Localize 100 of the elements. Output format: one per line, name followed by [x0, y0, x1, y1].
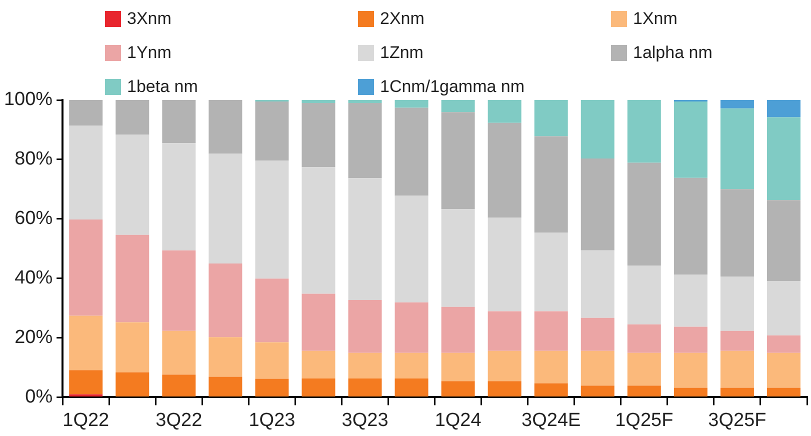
legend-label: 1alpha nm	[633, 43, 712, 63]
bar	[627, 162, 661, 266]
y-tick-label: 40%	[14, 268, 53, 289]
bar	[162, 330, 196, 375]
bar	[488, 311, 522, 351]
bar	[534, 311, 568, 351]
x-tick-label: 1Q25F	[615, 410, 674, 431]
bar	[348, 352, 382, 378]
bar	[255, 101, 289, 161]
bar	[441, 100, 475, 112]
bar	[674, 178, 708, 274]
bar	[720, 330, 754, 351]
bar	[534, 136, 568, 233]
bar	[441, 112, 475, 210]
bar	[441, 306, 475, 353]
bar	[348, 102, 382, 178]
bar	[394, 302, 428, 353]
bar	[69, 370, 103, 394]
bar	[116, 372, 150, 396]
bar	[720, 189, 754, 277]
bar	[674, 388, 708, 396]
bar	[348, 100, 382, 103]
bar	[69, 126, 103, 220]
bar	[580, 100, 614, 159]
bar	[627, 324, 661, 353]
x-tick-label: 3Q24E	[522, 410, 581, 431]
bar	[302, 378, 336, 396]
legend-label: 2Xnm	[380, 9, 424, 29]
bar	[766, 117, 800, 200]
bar	[766, 280, 800, 336]
bar	[441, 381, 475, 396]
bar	[674, 326, 708, 353]
bar	[627, 100, 661, 163]
x-tick-label: 1Q22	[62, 410, 110, 431]
y-tick-label: 0%	[25, 386, 53, 408]
bar	[208, 337, 242, 377]
bar	[348, 300, 382, 353]
bar	[534, 100, 568, 136]
bar	[302, 102, 336, 168]
bar	[348, 378, 382, 396]
bar	[255, 278, 289, 342]
x-tick-label: 3Q22	[156, 410, 202, 431]
bar	[302, 100, 336, 103]
bar	[441, 352, 475, 382]
bar	[208, 376, 242, 396]
y-tick-label: 20%	[14, 326, 53, 348]
bar	[674, 101, 708, 178]
bar	[488, 122, 522, 218]
bar	[348, 178, 382, 300]
x-tick-label: 1Q23	[248, 410, 296, 431]
legend-label: 1Znm	[380, 43, 424, 63]
bar	[488, 350, 522, 382]
bar	[720, 276, 754, 331]
bar	[720, 388, 754, 396]
x-tick-label: 3Q25F	[708, 410, 766, 431]
bar	[766, 100, 800, 118]
x-tick-label: 3Q23	[342, 410, 388, 431]
y-tick-label: 60%	[14, 208, 53, 230]
bar	[302, 350, 336, 378]
bar	[488, 218, 522, 312]
bar	[69, 316, 103, 370]
legend-label: 3Xnm	[127, 9, 172, 29]
bar	[255, 160, 289, 279]
bar	[488, 100, 522, 123]
bar	[534, 383, 568, 396]
bar	[208, 263, 242, 338]
bar	[534, 350, 568, 384]
bar	[69, 100, 103, 126]
bar	[766, 352, 800, 388]
bar	[534, 232, 568, 312]
y-tick-label: 100%	[4, 89, 53, 110]
bar	[580, 250, 614, 318]
bar	[116, 100, 150, 134]
bar	[255, 342, 289, 379]
bar	[627, 386, 661, 396]
bar	[580, 386, 614, 396]
bar	[488, 381, 522, 396]
bar	[116, 234, 150, 322]
bar	[394, 378, 428, 396]
bar	[69, 219, 103, 316]
bar	[162, 143, 196, 250]
bar	[766, 200, 800, 281]
bar	[394, 100, 428, 108]
bar	[394, 108, 428, 196]
bar	[394, 352, 428, 378]
bar	[766, 335, 800, 353]
bar	[116, 322, 150, 372]
bar	[255, 378, 289, 396]
bar	[162, 100, 196, 144]
bar	[627, 266, 661, 324]
bar	[162, 374, 196, 396]
bar	[766, 388, 800, 396]
bar	[302, 294, 336, 351]
y-tick-label: 80%	[14, 148, 53, 170]
bar	[208, 154, 242, 264]
bar	[441, 209, 475, 307]
legend-label: 1Xnm	[633, 9, 678, 29]
bar	[720, 100, 754, 108]
bar	[720, 108, 754, 190]
bar	[394, 196, 428, 302]
